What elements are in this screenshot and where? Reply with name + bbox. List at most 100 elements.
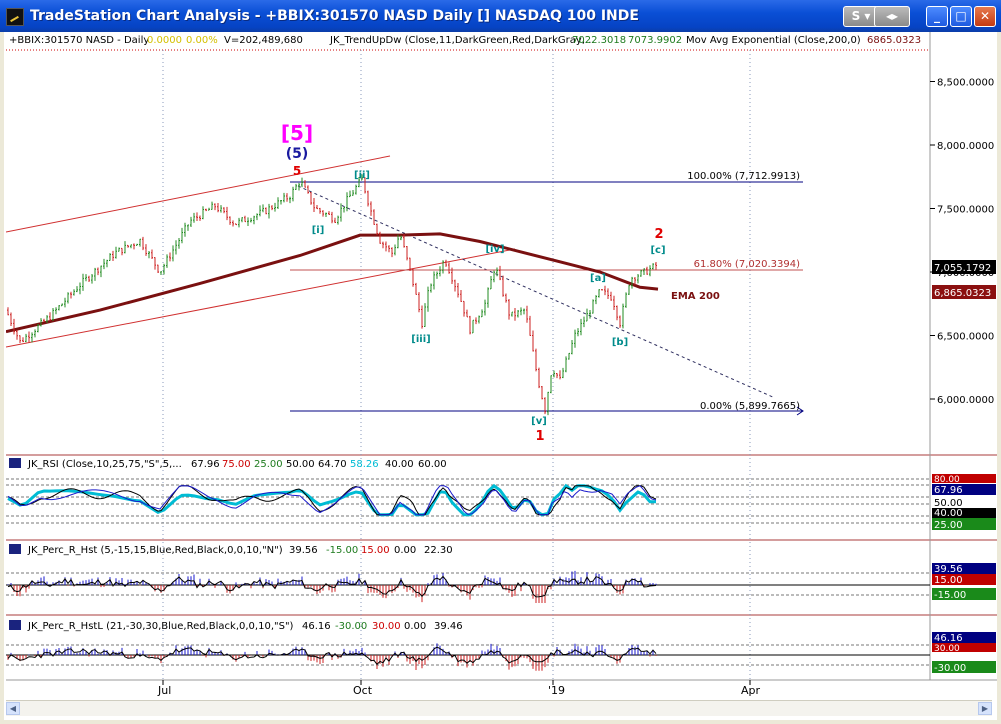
tradestation-app-icon[interactable] xyxy=(6,8,24,26)
month-jul: Jul xyxy=(157,684,171,697)
wave-label-red5[interactable]: 5 xyxy=(293,164,301,178)
price-pane[interactable]: 8,500.00008,000.00007,500.00007,000.0000… xyxy=(6,35,996,444)
perc-rl-pane-icon[interactable] xyxy=(9,620,21,630)
date-axis: Jul Oct '19 Apr xyxy=(157,680,761,697)
month-jan: '19 xyxy=(548,684,565,697)
wave-label-b[interactable]: [b] xyxy=(612,337,628,348)
rsi-25-value: 25.00 xyxy=(934,520,963,531)
rsi-50-box xyxy=(932,497,996,508)
wave-label-iii[interactable]: [iii] xyxy=(411,334,430,345)
wave-label-big5[interactable]: [5] xyxy=(281,121,313,145)
perc-r-value-3: 15.00 xyxy=(361,545,390,556)
wave-label-iv[interactable]: [iv] xyxy=(485,244,504,255)
fib-618-label[interactable]: 61.80% (7,020.3394) xyxy=(694,259,800,270)
minimize-button[interactable]: _ xyxy=(926,6,948,27)
perc-r-upper-value: 15.00 xyxy=(934,575,963,586)
price-y-axis: 8,500.00008,000.00007,500.00007,000.0000… xyxy=(930,78,994,406)
perc-rl-upper-box xyxy=(932,643,996,652)
wave-label-ii[interactable]: [ii] xyxy=(354,170,370,181)
lower-channel-line[interactable] xyxy=(6,248,516,348)
scroll-left-button[interactable]: ◀ xyxy=(6,702,20,715)
window-title: TradeStation Chart Analysis - +BBIX:3015… xyxy=(30,8,639,24)
perc-r-lower-box xyxy=(932,588,996,600)
wave-label-v[interactable]: [v] xyxy=(531,416,547,427)
perc-rl-value-5: 39.46 xyxy=(434,621,463,632)
rsi-value-7: 40.00 xyxy=(385,459,414,470)
wave-label-c[interactable]: [c] xyxy=(650,245,665,256)
ma-label: Mov Avg Exponential (Close,200,0) xyxy=(686,35,861,46)
price-axis-label: 8,000.0000 xyxy=(937,141,994,152)
data-window-label: ◂▸ xyxy=(885,9,899,23)
perc-rl-upper-value: 30.00 xyxy=(934,644,960,654)
perc-r-hst-pane[interactable]: JK_Perc_R_Hst (5,-15,15,Blue,Red,Black,0… xyxy=(6,544,996,603)
perc-rl-line[interactable] xyxy=(7,646,657,666)
perc-r-hstl-pane[interactable]: JK_Perc_R_HstL (21,-30,30,Blue,Red,Black… xyxy=(6,620,996,674)
month-gridlines xyxy=(162,50,751,680)
price-bars[interactable] xyxy=(7,174,657,416)
volume-value: V=202,489,680 xyxy=(224,35,303,46)
rsi-current-box xyxy=(932,484,996,495)
perc-rl-lower-value: -30.00 xyxy=(934,663,966,674)
perc-rl-value-4: 0.00 xyxy=(404,621,426,632)
fib-100-label[interactable]: 100.00% (7,712.9913) xyxy=(687,171,800,182)
wave-label-a[interactable]: [a] xyxy=(590,273,606,284)
symbol-link-label: S xyxy=(851,9,861,23)
rsi-80-box xyxy=(932,474,996,483)
perc-rl-histogram[interactable] xyxy=(7,643,657,671)
month-apr: Apr xyxy=(741,684,761,697)
rsi-value-6: 58.26 xyxy=(350,459,379,470)
upper-channel-line[interactable] xyxy=(6,155,391,233)
price-axis-label: 7,500.0000 xyxy=(937,205,994,216)
price-header: +BBIX:301570 NASD - Daily 0.0000 0.00% V… xyxy=(9,35,921,46)
downtrend-line[interactable] xyxy=(297,185,776,399)
perc-r-header: JK_Perc_R_Hst (5,-15,15,Blue,Red,Black,0… xyxy=(27,545,453,556)
title-bar[interactable]: TradeStation Chart Analysis - +BBIX:3015… xyxy=(0,0,1001,32)
perc-rl-value-1: 46.16 xyxy=(302,621,331,632)
ema-price-value: 6,865.0323 xyxy=(934,288,991,299)
close-button[interactable]: ✕ xyxy=(974,6,996,27)
perc-rl-current-value: 46.16 xyxy=(934,633,963,644)
price-axis-label: 8,500.0000 xyxy=(937,78,994,89)
rsi-value-5: 64.70 xyxy=(318,459,347,470)
wave-label-red2[interactable]: 2 xyxy=(654,227,663,242)
symbol-label: +BBIX:301570 NASD - Daily xyxy=(9,35,149,46)
trend-value-2: 7073.9902 xyxy=(628,35,682,46)
rsi-40-value: 40.00 xyxy=(934,508,963,519)
perc-rl-value-3: 30.00 xyxy=(372,621,401,632)
last-price-value: 7,055.1792 xyxy=(934,263,991,274)
rsi-value-1: 67.96 xyxy=(191,459,220,470)
perc-r-name: JK_Perc_R_Hst (5,-15,15,Blue,Red,Black,0… xyxy=(27,545,283,556)
perc-r-current-box xyxy=(932,563,996,574)
wave-label-red1[interactable]: 1 xyxy=(535,429,544,444)
perc-rl-current-box xyxy=(932,632,996,643)
price-axis-label: 6,500.0000 xyxy=(937,332,994,343)
change-value: 0.0000 xyxy=(147,35,182,46)
rsi-signal-line[interactable] xyxy=(7,485,657,516)
ema-200-label[interactable]: EMA 200 xyxy=(671,291,720,302)
perc-rl-name: JK_Perc_R_HstL (21,-30,30,Blue,Red,Black… xyxy=(27,621,294,632)
rsi-pane-icon[interactable] xyxy=(9,458,21,468)
rsi-name: JK_RSI (Close,10,25,75,"S",5,... xyxy=(27,459,182,470)
perc-r-pane-icon[interactable] xyxy=(9,544,21,554)
maximize-button[interactable]: □ xyxy=(950,6,972,27)
perc-rl-header: JK_Perc_R_HstL (21,-30,30,Blue,Red,Black… xyxy=(27,621,463,632)
wave-label-i[interactable]: [i] xyxy=(312,225,325,236)
perc-r-line[interactable] xyxy=(7,575,657,598)
rsi-value-2: 75.00 xyxy=(222,459,251,470)
chart-canvas[interactable]: 8,500.00008,000.00007,500.00007,000.0000… xyxy=(4,32,997,700)
rsi-pane[interactable]: JK_RSI (Close,10,25,75,"S",5,... 67.96 7… xyxy=(6,458,996,531)
perc-r-value-1: 39.56 xyxy=(289,545,318,556)
last-price-box xyxy=(932,260,996,274)
change-pct-value: 0.00% xyxy=(186,35,218,46)
data-window-button[interactable]: ◂▸ xyxy=(874,6,910,27)
horizontal-scrollbar[interactable]: ◀ ▶ xyxy=(6,700,992,716)
trend-value-1: 7022.3018 xyxy=(572,35,626,46)
wave-label-paren5[interactable]: (5) xyxy=(286,146,309,162)
rsi-40-box xyxy=(932,508,996,518)
fib-0-label[interactable]: 0.00% (5,899.7665) xyxy=(700,401,800,412)
rsi-50-value: 50.00 xyxy=(934,498,963,509)
ema-200-line[interactable] xyxy=(6,232,659,334)
perc-r-current-value: 39.56 xyxy=(934,564,963,575)
scroll-right-button[interactable]: ▶ xyxy=(978,702,992,715)
